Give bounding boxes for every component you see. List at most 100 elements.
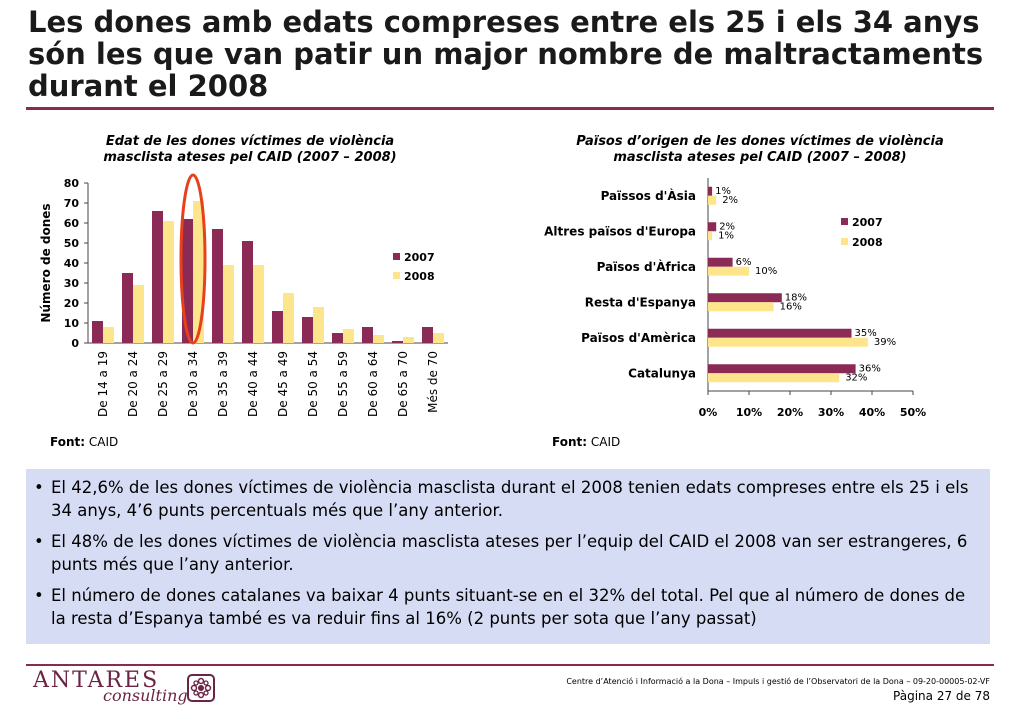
category-label: Resta d'Espanya [585,295,696,309]
category-label: Països d'Amèrica [581,331,696,345]
x-tick-label: 40% [859,406,885,419]
bullet-dot-icon: • [34,532,44,551]
category-label: Països d'Àfrica [597,259,696,274]
bar-2008 [708,337,868,347]
x-tick-label: 30% [818,406,844,419]
legend-label-2008: 2008 [404,270,435,283]
legend-label-2008: 2008 [852,236,883,249]
bar-2007 [392,341,403,343]
bar-2008 [163,221,174,343]
x-tick-label: 0% [699,406,718,419]
x-tick-label: 20% [777,406,803,419]
bar-2008 [373,335,384,343]
x-tick-label: De 30 a 34 [186,351,200,417]
bullet-text: El 42,6% de les dones víctimes de violèn… [51,478,969,520]
x-tick-label: De 14 a 19 [96,351,110,417]
bar-2007 [332,333,343,343]
bar-2007 [362,327,373,343]
bullet-dot-icon: • [34,478,44,497]
highlight-ellipse [179,173,207,345]
data-label: 1% [718,230,734,241]
legend-swatch-2007 [841,218,848,225]
bar-2008 [708,302,774,312]
bar-2007 [708,186,713,196]
bullet-item: • El 42,6% de les dones víctimes de violè… [34,476,978,522]
age-bar-chart: 0 10 20 30 40 50 60 70 80 Número de dones De 14 a … [39,173,448,417]
data-label: 39% [874,337,896,348]
slide-title: Les dones amb edats compreses entre els … [28,5,984,103]
legend-swatch-2007 [393,253,400,260]
data-label: 18% [785,292,807,303]
left-chart-source: Font: CAID [50,435,118,449]
bar-2007 [708,364,856,374]
bar-2007 [212,229,223,343]
bar-2007 [302,317,313,343]
legend-swatch-2008 [393,272,400,279]
left-source-value: CAID [88,435,119,449]
bar-2007 [708,328,852,338]
category-label: Catalunya [628,366,696,380]
x-tick-label: De 60 a 64 [366,351,380,417]
data-label: 36% [859,363,881,374]
bar-2008 [133,285,144,343]
title-divider [26,107,994,110]
bar-2007 [708,293,782,303]
bar-2008 [223,265,234,343]
category-label: Païssos d'Àsia [601,188,696,203]
y-tick-label: 60 [64,217,80,230]
flower-logo-icon [187,674,215,702]
right-source-value: CAID [590,435,621,449]
y-tick-label: 30 [64,277,80,290]
antares-logo-sub: consulting [103,686,188,705]
y-tick-label: 80 [64,177,80,190]
bar-2008 [708,373,840,383]
data-label: 32% [845,372,867,383]
y-tick-label: 50 [64,237,80,250]
antares-logo: ANTARES [33,668,160,693]
origin-bar-chart: 0% 10% 20% 30% 40% 50%Païssos d'Àsia 1%2%Altre… [544,178,926,419]
bar-2007 [708,257,733,267]
data-label: 2% [722,195,738,206]
legend-label-2007: 2007 [852,216,883,229]
page-number: Pàgina 27 de 78 [893,689,990,703]
bullet-text: El número de dones catalanes va baixar 4… [51,586,966,628]
data-label: 6% [736,257,752,268]
x-tick-label: De 50 a 54 [306,351,320,417]
bar-2008 [708,266,749,276]
data-label: 10% [755,266,777,277]
bullet-dot-icon: • [34,586,44,605]
right-chart-title: Països d’origen de les dones víctimes de… [576,134,944,165]
bullet-item: • El 48% de les dones víctimes de violènc… [34,530,978,576]
x-tick-label: De 40 a 44 [246,351,260,417]
summary-box: • El 42,6% de les dones víctimes de violè… [26,469,990,644]
x-tick-label: De 65 a 70 [396,351,410,417]
footer-divider [26,664,994,666]
bar-2007 [272,311,283,343]
data-label: 1% [715,186,731,197]
x-tick-label: De 35 a 39 [216,351,230,417]
bar-2008 [253,265,264,343]
bar-2007 [708,222,717,232]
x-tick-label: De 45 a 49 [276,351,290,417]
bar-2008 [283,293,294,343]
x-tick-label: De 55 a 59 [336,351,350,417]
y-tick-label: 20 [64,297,80,310]
left-chart-title: Edat de les dones víctimes de violència … [103,134,397,165]
bar-2007 [422,327,433,343]
data-label: 35% [855,328,877,339]
left-source-label: Font: [50,435,86,449]
bar-2008 [403,337,414,343]
y-tick-label: 0 [71,337,79,350]
footer-document-info: Centre d’Atenció i Informació a la Dona … [566,677,990,686]
bar-2008 [708,231,713,241]
x-tick-label: 10% [736,406,762,419]
right-chart-source: Font: CAID [552,435,620,449]
bar-2007 [152,211,163,343]
bar-2007 [182,219,193,343]
x-tick-label: De 20 a 24 [126,351,140,417]
data-label: 2% [719,221,735,232]
bar-2007 [92,321,103,343]
bullet-item: • El número de dones catalanes va baixar … [34,584,978,630]
y-axis-title: Número de dones [39,203,53,322]
legend-swatch-2008 [841,238,848,245]
